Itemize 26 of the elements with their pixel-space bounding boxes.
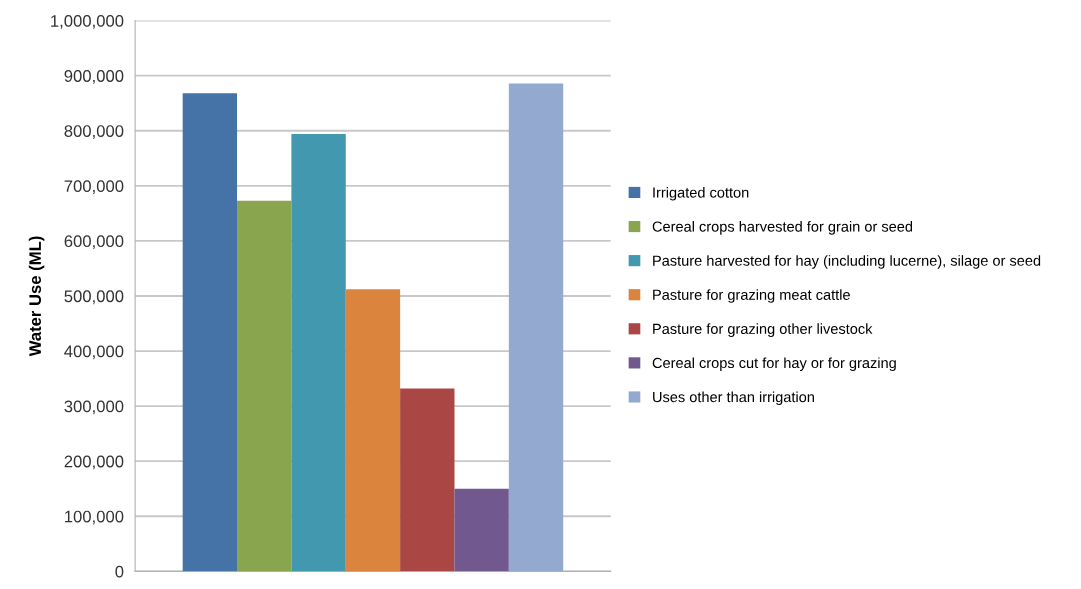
y-tick-label: 400,000 — [64, 345, 124, 360]
y-tick-label: 500,000 — [64, 290, 124, 305]
y-tick-label: 300,000 — [64, 400, 124, 415]
legend-label: Pasture for grazing other livestock — [653, 323, 873, 337]
y-tick-label: 900,000 — [64, 70, 124, 84]
legend-label: Pasture harvested for hay (including lucerne), silage or seed — [653, 255, 1041, 269]
legend-label: Pasture for grazing meat cattle — [653, 289, 850, 303]
legend-label: Irrigated cotton — [653, 186, 749, 201]
legend-label: Cereal crops harvested for grain or seed — [652, 221, 913, 235]
bar — [400, 388, 455, 572]
legend-label: Cereal crops cut for hay or for grazing — [652, 357, 896, 371]
bar — [182, 93, 238, 572]
y-axis-title: Water Use (ML) — [28, 236, 45, 357]
bar — [508, 83, 564, 572]
y-tick-label: 800,000 — [64, 125, 124, 139]
y-tick-label: 0 — [115, 565, 124, 578]
bar — [454, 488, 509, 572]
y-tick-label: 1,000,000 — [51, 15, 124, 29]
bar — [291, 134, 346, 572]
bar — [237, 200, 292, 572]
y-tick-label: 700,000 — [64, 180, 124, 194]
legend-label: Uses other than irrigation — [653, 391, 814, 406]
bar — [345, 289, 401, 572]
y-tick-label: 200,000 — [64, 455, 124, 470]
y-tick-label: 100,000 — [65, 510, 124, 525]
y-tick-label: 600,000 — [64, 235, 124, 250]
